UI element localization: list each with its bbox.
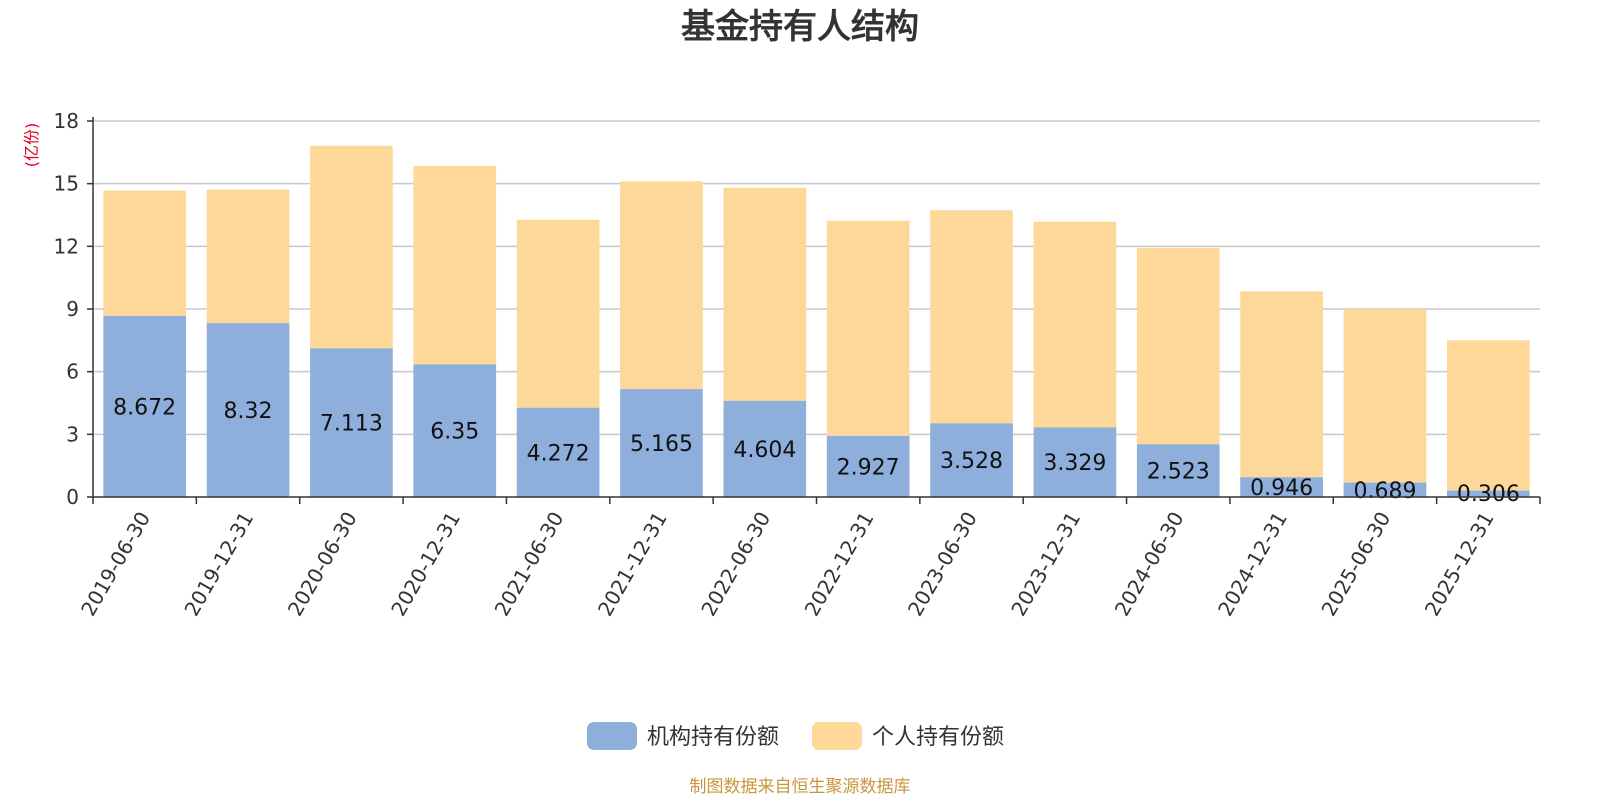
x-tick-label: 2022-12-31 [800,508,879,621]
x-tick-label: 2025-06-30 [1316,508,1395,621]
data-label-2019-06-30: 8.672 [113,395,176,420]
x-tick-label: 2025-12-31 [1420,508,1499,621]
bar-institutional-2024-12-31 [1240,477,1323,497]
bar-individual-2020-12-31 [413,165,497,365]
data-label-2025-12-31: 0.306 [1457,482,1520,507]
bar-institutional-2020-12-31 [413,364,497,497]
legend-swatch-1 [812,722,862,750]
bar-institutional-2025-12-31 [1446,490,1530,497]
data-label-2020-12-31: 6.35 [430,420,479,445]
data-label-2019-12-31: 8.32 [224,399,273,424]
y-tick-label: 18 [54,109,79,133]
legend: 机构持有份额 个人持有份额 [587,722,1004,750]
x-tick-label: 2020-06-30 [283,508,362,621]
x-tick-label: 2019-12-31 [179,508,258,621]
bar-institutional-2024-06-30 [1136,444,1220,497]
y-axis-unit: (亿份) [22,123,41,168]
bar-institutional-2023-12-31 [1033,427,1117,497]
y-tick-label: 0 [66,485,79,509]
data-source-note: 制图数据来自恒生聚源数据库 [690,777,911,797]
data-label-2021-06-30: 4.272 [527,441,590,466]
bar-individual-2019-12-31 [206,189,290,324]
bar-individual-2020-06-30 [310,145,393,349]
bar-institutional-2023-06-30 [930,423,1013,497]
y-tick-label: 9 [66,297,79,321]
bar-institutional-2020-06-30 [310,348,393,497]
data-label-2024-06-30: 2.523 [1147,460,1210,485]
bar-individual-2023-06-30 [930,210,1013,424]
bar-individual-2025-06-30 [1343,309,1427,483]
bar-individual-2023-12-31 [1033,221,1117,428]
bar-institutional-2022-06-30 [723,400,807,497]
bar-individual-2021-12-31 [620,181,703,390]
y-tick-label: 3 [66,422,79,446]
x-tick-label: 2019-06-30 [76,508,155,621]
bar-individual-2022-06-30 [723,187,807,401]
bar-institutional-2022-12-31 [826,435,910,497]
x-tick-label: 2024-06-30 [1110,508,1189,621]
bar-institutional-2019-12-31 [206,323,290,497]
chart-title: 基金持有人结构 [681,7,919,47]
y-tick-label: 12 [54,234,79,258]
x-tick-label: 2022-06-30 [696,508,775,621]
x-tick-label: 2021-06-30 [490,508,569,621]
data-label-2025-06-30: 0.689 [1353,479,1416,504]
bar-individual-2022-12-31 [826,220,910,436]
x-tick-label: 2024-12-31 [1213,508,1292,621]
data-label-2021-12-31: 5.165 [630,432,693,457]
bar-institutional-2019-06-30 [103,315,187,497]
y-tick-label: 6 [66,360,79,384]
bar-institutional-2025-06-30 [1343,482,1427,497]
bar-institutional-2021-12-31 [620,389,703,497]
y-tick-label: 15 [54,172,79,196]
data-label-2022-06-30: 4.604 [733,438,796,463]
bar-individual-2019-06-30 [103,190,187,316]
x-tick-label: 2023-06-30 [903,508,982,621]
x-tick-label: 2021-12-31 [593,508,672,621]
bar-individual-2025-12-31 [1446,340,1530,491]
data-label-2023-12-31: 3.329 [1043,451,1106,476]
x-tick-label: 2023-12-31 [1006,508,1085,621]
data-label-2022-12-31: 2.927 [837,455,900,480]
legend-label-1: 个人持有份额 [872,725,1004,750]
bar-individual-2021-06-30 [516,219,600,408]
bar-individual-2024-06-30 [1136,247,1220,445]
bar-institutional-2021-06-30 [516,407,600,497]
legend-label-0: 机构持有份额 [647,725,779,750]
x-tick-label: 2020-12-31 [386,508,465,621]
data-label-2023-06-30: 3.528 [940,449,1003,474]
bars: 8.672 8.32 7.113 6.35 4.272 5.165 4.604 2.927 3.… [103,145,1530,507]
legend-swatch-0 [587,722,637,750]
data-label-2020-06-30: 7.113 [320,412,383,437]
bar-individual-2024-12-31 [1240,291,1323,478]
